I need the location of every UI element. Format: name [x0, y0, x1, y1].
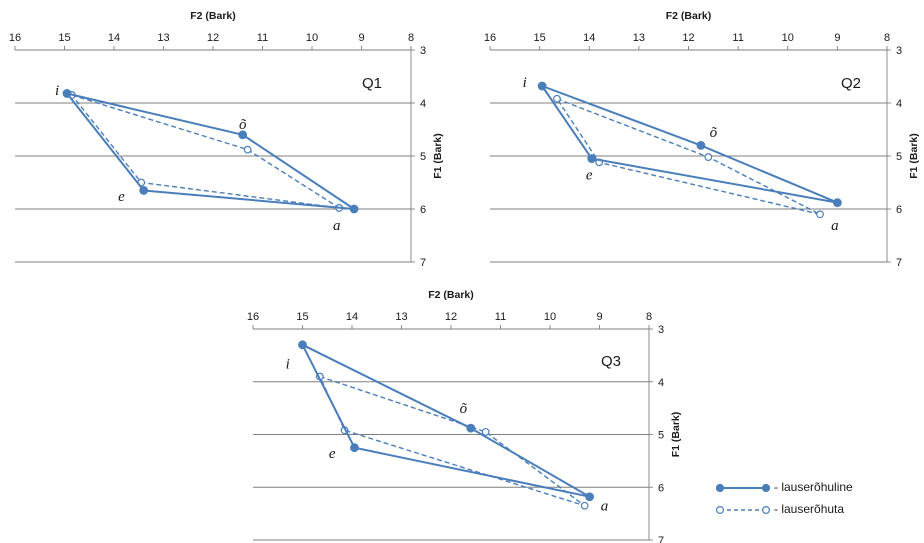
x-tick-label: 14	[346, 311, 358, 323]
x-tick-label: 15	[58, 32, 70, 44]
data-point-stressed	[466, 423, 476, 433]
data-point-stressed	[585, 492, 594, 502]
vowel-label: e	[118, 189, 125, 205]
x-tick-label: 8	[884, 32, 890, 44]
x-axis-title: F2 (Bark)	[428, 289, 474, 301]
x-tick-label: 13	[157, 32, 169, 44]
legend-swatch-dashed	[716, 505, 770, 515]
data-point-stressed	[832, 198, 842, 208]
x-tick-label: 12	[445, 311, 457, 323]
vowel-label: a	[601, 499, 609, 515]
y-tick-label: 4	[420, 98, 426, 110]
data-point-unstressed	[243, 145, 252, 154]
vowel-label: i	[55, 83, 59, 99]
data-point-stressed	[350, 443, 359, 453]
legend-item-unstressed: - lauserõhuta	[716, 500, 916, 520]
x-tick-label: 12	[682, 32, 694, 44]
y-tick-label: 6	[896, 204, 902, 216]
x-tick-label: 9	[834, 32, 840, 44]
x-tick-label: 12	[207, 32, 219, 44]
panel-label: Q2	[841, 75, 861, 92]
x-tick-label: 8	[646, 311, 652, 323]
panel-label: Q3	[601, 353, 621, 370]
y-tick-label: 3	[896, 45, 902, 57]
data-point-unstressed	[704, 153, 713, 161]
y-tick-label: 6	[658, 482, 664, 494]
x-tick-label: 11	[257, 32, 268, 44]
vowel-label: õ	[239, 117, 247, 133]
data-point-stressed	[587, 154, 597, 164]
data-point-stressed	[696, 140, 706, 150]
data-point-unstressed	[816, 210, 824, 219]
vowel-label: e	[329, 446, 336, 462]
x-tick-label: 9	[358, 32, 364, 44]
data-point-stressed	[537, 81, 547, 91]
x-tick-label: 14	[108, 32, 120, 44]
vowel-label: i	[286, 356, 290, 372]
y-tick-label: 7	[658, 535, 664, 543]
data-point-unstressed	[481, 427, 490, 436]
vowel-label: e	[586, 168, 593, 184]
x-tick-label: 16	[484, 32, 496, 44]
y-tick-label: 3	[658, 324, 664, 336]
y-tick-label: 6	[420, 204, 426, 216]
legend: - lauserõhuline - lauserõhuta	[716, 478, 916, 528]
y-tick-label: 4	[658, 377, 664, 389]
y-axis-title: F1 (Bark)	[432, 133, 444, 179]
x-tick-label: 13	[633, 32, 645, 44]
data-point-unstressed	[580, 501, 589, 510]
x-axis-title: F2 (Bark)	[666, 10, 712, 22]
data-point-stressed	[238, 130, 248, 140]
y-tick-label: 5	[420, 151, 426, 163]
x-tick-label: 10	[782, 32, 794, 44]
x-axis-title: F2 (Bark)	[190, 10, 236, 22]
legend-label-stressed: - lauserõhuline	[774, 480, 853, 494]
x-tick-label: 11	[732, 32, 743, 44]
x-tick-label: 16	[9, 32, 21, 44]
y-tick-label: 3	[420, 45, 426, 57]
vowel-label: õ	[710, 125, 718, 141]
series-line-stressed	[301, 343, 591, 498]
x-tick-label: 9	[596, 311, 602, 323]
vowel-label: i	[523, 75, 527, 91]
legend-swatch-solid	[716, 483, 771, 493]
x-tick-label: 15	[296, 311, 308, 323]
legend-label-unstressed: - lauserõhuta	[774, 502, 845, 516]
y-axis-title: F1 (Bark)	[670, 412, 682, 458]
x-tick-label: 11	[495, 311, 506, 323]
vowel-label: a	[333, 218, 341, 234]
vowel-label: a	[831, 218, 839, 234]
y-axis-title: F1 (Bark)	[908, 133, 920, 179]
chart-panel-q2: 16 15 14 13 12 11 10 9 83 4 5 6 7 F2 (Bark) F1 (Bark) Q…	[484, 10, 920, 269]
series-line-unstressed	[319, 375, 586, 507]
data-point-stressed	[139, 186, 149, 195]
y-tick-label: 5	[658, 430, 664, 442]
x-tick-label: 14	[583, 32, 595, 44]
data-point-stressed	[349, 204, 359, 214]
data-point-stressed	[62, 89, 72, 98]
chart-panel-q3: 16 15 14 13 12 11 10 9 83 4 5 6 7 F2 (Bark) F1 (Bark) Q…	[247, 289, 682, 543]
y-tick-label: 5	[896, 151, 902, 163]
data-point-stressed	[298, 340, 307, 350]
y-tick-label: 7	[420, 257, 426, 269]
x-tick-label: 8	[408, 32, 414, 44]
panel-label: Q1	[362, 75, 382, 92]
vowel-label: õ	[460, 401, 468, 417]
y-tick-label: 4	[896, 98, 902, 110]
y-tick-label: 7	[896, 257, 902, 269]
data-point-unstressed	[553, 94, 561, 103]
series-line-stressed	[66, 92, 356, 210]
x-tick-label: 10	[544, 311, 556, 323]
chart-panel-q1: 16 15 14 13 12 11 10 9 83 4 5 6 7 F2 (Bark) F1 (Bark) Q…	[9, 10, 444, 269]
x-tick-label: 13	[395, 311, 407, 323]
x-tick-label: 10	[306, 32, 318, 44]
x-tick-label: 16	[247, 311, 259, 323]
series-line-unstressed	[556, 98, 821, 216]
x-tick-label: 15	[534, 32, 546, 44]
legend-item-stressed: - lauserõhuline	[716, 478, 916, 498]
